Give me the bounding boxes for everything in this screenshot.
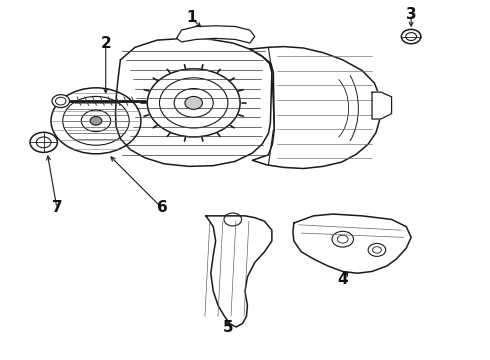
Polygon shape xyxy=(116,39,272,166)
Text: 2: 2 xyxy=(100,36,111,50)
Text: 7: 7 xyxy=(51,201,62,216)
Text: 6: 6 xyxy=(157,201,167,216)
Circle shape xyxy=(52,95,70,108)
Text: 4: 4 xyxy=(338,272,348,287)
Polygon shape xyxy=(372,92,392,119)
Text: 5: 5 xyxy=(222,320,233,335)
Polygon shape xyxy=(293,214,411,273)
Polygon shape xyxy=(176,26,255,43)
Polygon shape xyxy=(250,46,381,168)
Circle shape xyxy=(185,96,202,109)
Polygon shape xyxy=(206,216,272,327)
Text: 1: 1 xyxy=(186,10,196,26)
Text: 3: 3 xyxy=(406,7,416,22)
Circle shape xyxy=(90,117,102,125)
